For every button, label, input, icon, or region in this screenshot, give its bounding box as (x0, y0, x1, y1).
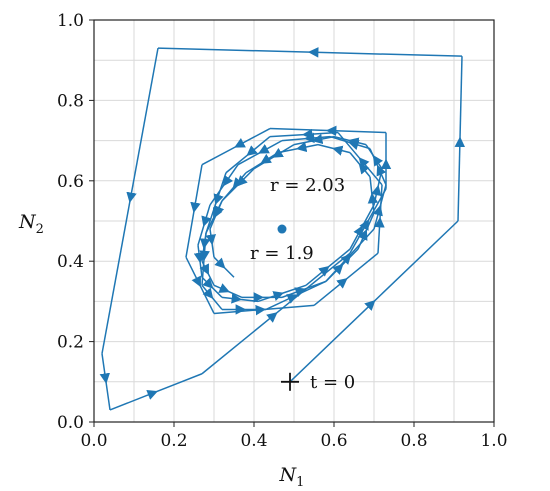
trajectory-segment (333, 135, 367, 148)
trajectory-segment (237, 139, 283, 166)
trajectory-segment (213, 256, 235, 278)
trajectory-segment (201, 252, 351, 375)
trajectory-segment (101, 48, 159, 354)
y-tick-label: 0.6 (57, 172, 84, 192)
annotation-t0: t = 0 (310, 372, 355, 393)
y-tick-labels: 0.0 0.2 0.4 0.6 0.8 1.0 (57, 11, 94, 433)
trajectory-segment (185, 256, 215, 314)
trajectory-segment (372, 184, 387, 230)
trajectory-segment (205, 228, 217, 258)
trajectory-segment (374, 184, 385, 254)
trajectory-segment (209, 200, 225, 230)
trajectory-segment (253, 143, 295, 170)
trajectory-segment (199, 232, 211, 262)
trajectory-segment (245, 152, 279, 174)
trajectory-segment (367, 176, 379, 214)
trajectory-segment (325, 248, 359, 282)
trajectory-segment (221, 172, 247, 202)
y-tick-label: 0.2 (57, 333, 84, 353)
x-tick-label: 1.0 (480, 431, 507, 451)
trajectory-segment (99, 353, 111, 411)
markers (277, 224, 299, 391)
trajectory-segment (289, 220, 459, 383)
trajectory-segment (349, 152, 371, 178)
x-axis-label: N1 (279, 464, 305, 490)
trajectory-segment (349, 204, 375, 250)
trajectory-segment (269, 125, 387, 137)
annotation-r-low: r = 1.9 (250, 243, 314, 264)
trajectory-segment (221, 293, 259, 304)
trajectory-segment (201, 127, 271, 166)
trajectory-segment (277, 141, 319, 154)
trajectory-segment (201, 284, 223, 310)
x-tick-labels: 0.0 0.2 0.4 0.6 0.8 1.0 (80, 422, 508, 451)
trajectory-segment (349, 188, 387, 254)
trajectory-segment (281, 280, 327, 299)
trajectory-segment (213, 283, 243, 299)
annotation-r-high: r = 2.03 (270, 175, 345, 196)
trajectory-segment (313, 252, 379, 307)
trajectory-segment (225, 136, 271, 174)
trajectory-segment (205, 172, 227, 234)
trajectory (99, 47, 466, 411)
y-tick-label: 1.0 (57, 11, 84, 31)
x-tick-label: 0.6 (320, 431, 347, 451)
y-tick-label: 0.0 (57, 413, 84, 433)
trajectory-segment (199, 260, 215, 286)
x-tick-label: 0.4 (240, 431, 267, 451)
plot-frame (93, 19, 495, 423)
trajectory-segment (109, 373, 203, 411)
trajectory-segment (269, 128, 339, 140)
y-tick-label: 0.4 (57, 252, 84, 272)
x-tick-label: 0.0 (80, 431, 107, 451)
trajectory-segment (454, 56, 466, 222)
trajectory-segment (209, 164, 239, 206)
trajectory-segment (317, 143, 351, 156)
x-tick-label: 0.8 (400, 431, 427, 451)
y-axis-label: N2 (18, 211, 44, 237)
trajectory-segment (357, 212, 375, 250)
trajectory-segment (201, 276, 223, 298)
equilibrium-point (277, 224, 287, 234)
x-tick-label: 0.2 (160, 431, 187, 451)
grid (94, 20, 494, 422)
trajectory-segment (305, 248, 351, 286)
y-tick-label: 0.8 (57, 91, 84, 111)
trajectory-segment (185, 164, 203, 258)
trajectory-segment (365, 144, 384, 170)
trajectory-segment (157, 47, 463, 58)
